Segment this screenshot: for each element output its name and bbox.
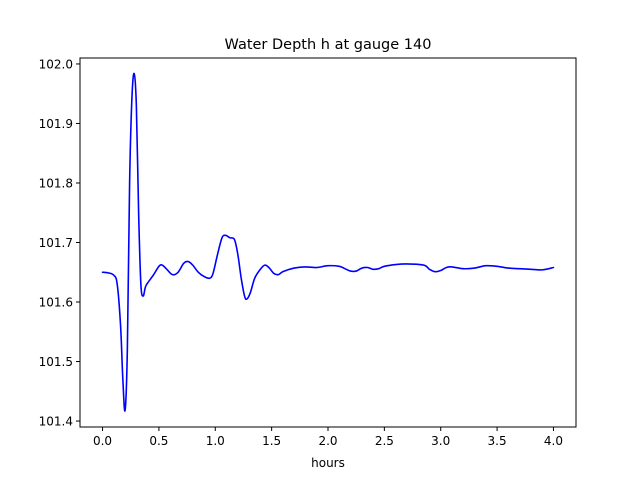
x-axis-ticks: 0.0 0.5 1.0 1.5 2.0 2.5 3.0 3.5 4.0 (93, 427, 563, 448)
y-tick-label: 101.5 (39, 355, 73, 369)
x-axis-label: hours (311, 456, 345, 470)
x-tick-label: 0.0 (93, 434, 112, 448)
y-tick-label: 101.6 (39, 296, 73, 310)
y-tick-label: 101.8 (39, 176, 73, 190)
x-tick-label: 4.0 (544, 434, 563, 448)
x-tick-label: 1.5 (262, 434, 281, 448)
y-tick-label: 101.9 (39, 117, 73, 131)
x-tick-label: 2.0 (318, 434, 337, 448)
x-tick-label: 0.5 (149, 434, 168, 448)
y-tick-label: 102.0 (39, 57, 73, 71)
y-tick-label: 101.4 (39, 415, 73, 429)
plot-area (80, 58, 576, 427)
y-axis-ticks: 101.4 101.5 101.6 101.7 101.8 101.9 102.0 (39, 57, 80, 429)
x-tick-label: 1.0 (206, 434, 225, 448)
y-tick-label: 101.7 (39, 236, 73, 250)
series-line (101, 72, 555, 412)
chart-title: Water Depth h at gauge 140 (225, 37, 432, 53)
x-tick-label: 3.0 (431, 434, 450, 448)
x-tick-label: 2.5 (375, 434, 394, 448)
x-tick-label: 3.5 (488, 434, 507, 448)
series-layer (101, 72, 555, 412)
